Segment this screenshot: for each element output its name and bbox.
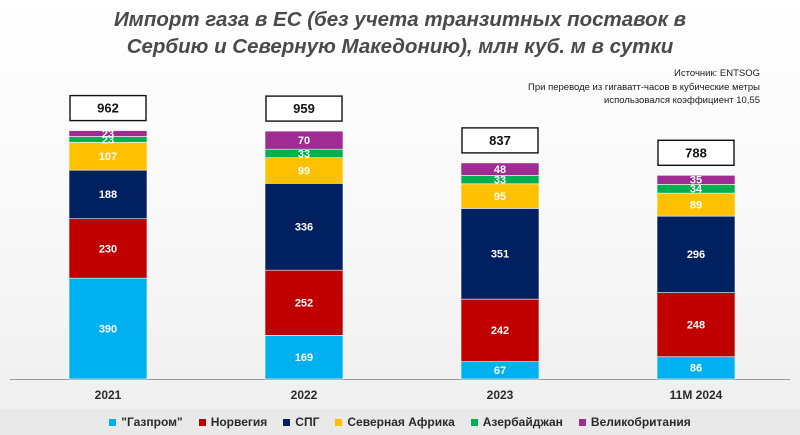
total-box (461, 127, 539, 154)
bar-value-label: 23 (102, 134, 114, 146)
bar-segment (68, 130, 148, 137)
bar-value-label: 67 (494, 365, 506, 377)
bar-value-label: 35 (690, 175, 702, 187)
total-box (657, 139, 735, 167)
bar-value-label: 33 (494, 174, 506, 186)
legend-item: Северная Африка (335, 415, 455, 429)
bar-value-label: 390 (99, 323, 117, 335)
legend-item: Великобритания (578, 415, 691, 429)
legend-swatch (109, 418, 117, 426)
chart-title-line-1: Импорт газа в ЕС (без учета транзитных п… (113, 8, 687, 31)
bar-value-label: 242 (491, 325, 509, 337)
bar-segment (264, 183, 344, 271)
bar-value-label: 33 (298, 148, 310, 160)
total-label: 788 (685, 145, 707, 160)
legend-label: Азербайджан (482, 415, 563, 429)
legend-item: "Газпром" (109, 415, 183, 429)
bar-segment (264, 157, 344, 184)
bar-value-label: 48 (494, 164, 506, 176)
total-label: 962 (97, 101, 119, 116)
legend-swatch (335, 418, 343, 426)
legend-swatch (470, 418, 478, 426)
stacked-bar-chart: 3902301881072323962202116925233699337095… (10, 94, 790, 402)
chart-title-line-2: Сербию и Северную Македонию), млн куб. м… (126, 35, 674, 58)
total-label: 959 (293, 101, 315, 116)
bar-value-label: 351 (491, 249, 509, 261)
bar-value-label: 188 (99, 189, 117, 201)
total-box (69, 94, 147, 122)
bar-value-label: 252 (295, 298, 313, 310)
category-label: 2023 (487, 388, 514, 402)
bar-segment (68, 277, 148, 380)
bar-segment (264, 130, 344, 150)
bar-value-label: 248 (687, 320, 705, 332)
legend-item: Норвегия (198, 415, 268, 429)
bar-value-label: 23 (102, 128, 114, 140)
chart-legend: "Газпром" Норвегия СПГ Северная Африка Азерб… (0, 409, 800, 435)
bar-value-label: 107 (99, 151, 117, 163)
total-label: 837 (489, 133, 511, 148)
source-note: Источник: ENTSOG При переводе из гигават… (440, 67, 760, 108)
bar-value-label: 296 (687, 249, 705, 261)
chart-title: Импорт газа в ЕС (без учета транзитных п… (0, 6, 800, 60)
legend-item: Азербайджан (470, 415, 563, 429)
category-label: 2021 (95, 388, 122, 402)
source-line-2: При переводе из гигаватт-часов в кубичес… (528, 81, 760, 93)
bar-segment (460, 208, 540, 300)
bar-value-label: 230 (99, 243, 117, 255)
legend-swatch (283, 418, 291, 426)
bar-value-label: 169 (295, 352, 313, 364)
bar-value-label: 70 (298, 135, 310, 147)
legend-label: Великобритания (590, 415, 691, 429)
category-label: 11M 2024 (670, 388, 723, 402)
bar-segment (68, 142, 148, 171)
bar-segment (68, 169, 148, 220)
legend-item: СПГ (283, 415, 319, 429)
bar-segment (460, 162, 540, 176)
bar-value-label: 95 (494, 191, 506, 203)
bar-value-label: 86 (690, 363, 702, 375)
legend-swatch (198, 418, 206, 426)
category-label: 2022 (291, 388, 318, 402)
bar-value-label: 99 (298, 165, 310, 177)
legend-label: Северная Африка (347, 415, 455, 429)
bar-segment (68, 218, 148, 279)
bar-segment (656, 292, 736, 358)
bar-segment (264, 269, 344, 336)
bar-segment (656, 215, 736, 293)
bar-value-label: 89 (690, 199, 702, 211)
bar-segment (656, 175, 736, 185)
total-box (265, 95, 343, 122)
bar-value-label: 34 (690, 184, 703, 196)
legend-label: Норвегия (210, 415, 268, 429)
legend-label: СПГ (295, 415, 320, 429)
source-line-1: Источник: ENTSOG (674, 68, 760, 79)
source-line-3: использовался коэффициент 10,55 (604, 95, 760, 106)
legend-swatch (578, 418, 586, 426)
legend-label: "Газпром" (121, 415, 183, 429)
bar-value-label: 336 (295, 222, 313, 234)
